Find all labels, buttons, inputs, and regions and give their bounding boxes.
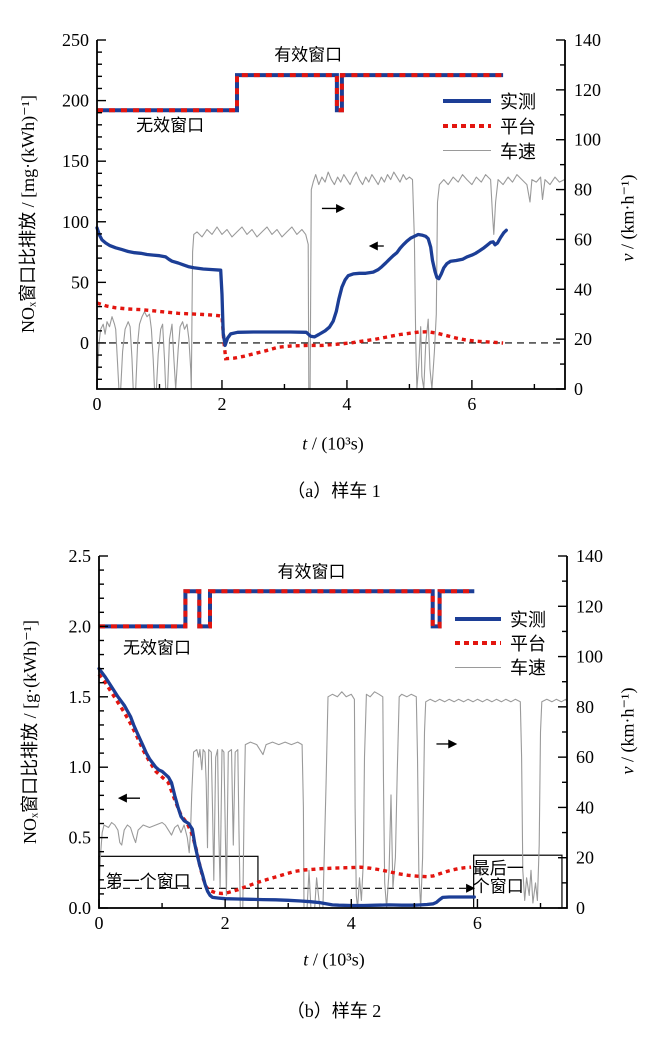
chart-a-y-right-tick-label: 140: [574, 30, 601, 50]
chart-a-y-left-tick-label: 0: [80, 333, 89, 353]
chart-b-right-arrowhead: [448, 739, 458, 749]
speed-line-swatch: [443, 150, 491, 151]
chart-a-y-right-tick-label: 120: [574, 80, 601, 100]
chart-a-right-axis-label-units: / (km·h⁻¹): [617, 174, 638, 254]
chart-a-caption: （a）样车 1: [287, 481, 381, 501]
chart-b-speed-line: [98, 691, 568, 909]
chart-a-x-tick-label: 4: [342, 394, 351, 414]
chart-a-y-right-tick-label: 40: [574, 279, 592, 299]
chart-b-y-axis-label: NOₓ窗口比排放 / [g·(kWh)⁻¹]: [16, 620, 42, 844]
chart-b-y-right-tick-label: 0: [576, 898, 585, 918]
chart-b-y-right-tick-label: 20: [576, 848, 594, 868]
chart-a-window-boundary-line-dashes: [97, 73, 504, 113]
chart-a-x-tick-label: 2: [217, 394, 226, 414]
chart-a-y-axis-label: NOₓ窗口比排放 / [mg·(kWh)⁻¹]: [14, 95, 40, 333]
platform-line-swatch: [455, 641, 501, 645]
chart-b-x-tick-label: 6: [473, 913, 482, 933]
chart-b-annotation-text: 有效窗口: [278, 562, 346, 581]
chart-a-legend: 实测 平台 车速: [443, 88, 536, 163]
chart-b-dashed-line-arrowhead: [466, 883, 476, 893]
chart-a-platform-line: [96, 301, 504, 361]
chart-a-x-axis-label-units: / (10³s): [307, 433, 364, 454]
chart-b-y-axis-label-text: NOₓ窗口比排放 / [g·(kWh)⁻¹]: [20, 619, 40, 845]
chart-b-y-right-tick-label: 40: [576, 797, 594, 817]
chart-a-right-arrowhead: [336, 203, 346, 213]
chart-b-x-tick-label: 0: [95, 913, 104, 933]
chart-b-x-axis-label-t: t: [303, 949, 309, 970]
legend-label-speed: 车速: [510, 658, 546, 678]
chart-a-y-right-tick-label: 0: [574, 379, 583, 399]
chart-a-y-left-tick-label: 150: [62, 151, 89, 171]
chart-a-x-axis-label-t: t: [302, 433, 308, 454]
chart-b-x-axis-label-units: / (10³s): [308, 949, 365, 970]
chart-b-right-axis-label: v / (km·h⁻¹): [618, 688, 639, 775]
chart-b-y-left-tick-label: 1.0: [69, 757, 92, 777]
chart-b-y-right-tick-label: 100: [576, 647, 603, 667]
legend-label-measured: 实测: [510, 610, 546, 630]
chart-b-annotation-text: 无效窗口: [123, 639, 191, 658]
chart-b-right-axis-label-v: v: [617, 766, 638, 775]
chart-b-y-left-tick-label: 2.5: [69, 546, 92, 566]
chart-a-y-right-tick-label: 20: [574, 329, 592, 349]
chart-b-x-tick-label: 2: [221, 913, 230, 933]
chart-a-measured-line: [95, 226, 508, 348]
legend-item-platform: 平台: [443, 113, 536, 138]
chart-b-y-right-tick-label: 60: [576, 747, 594, 767]
chart-b-y-left-tick-label: 1.5: [69, 687, 92, 707]
chart-a-right-axis-label-v: v: [617, 253, 638, 262]
chart-a-left-arrowhead: [368, 241, 378, 251]
chart-b-annotation-text: 最后一: [473, 859, 524, 878]
chart-b-window-boundary-line-base: [99, 589, 475, 629]
chart-b-right-axis-label-units: / (km·h⁻¹): [617, 687, 638, 767]
speed-line-swatch: [455, 666, 501, 668]
chart-a-x-axis-label: t / (10³s): [302, 434, 363, 455]
chart-b-y-left-tick-label: 0.5: [69, 828, 92, 848]
platform-line-swatch: [443, 123, 491, 128]
chart-b-legend: 实测 平台 车速: [455, 607, 546, 679]
chart-b-y-right-tick-label: 140: [576, 546, 603, 566]
chart-a-annotation-text: 有效窗口: [274, 46, 342, 65]
chart-a-annotation-text: 无效窗口: [136, 116, 204, 135]
chart-b-measured-line: [97, 666, 476, 908]
legend-item-speed: 车速: [455, 655, 546, 679]
chart-a-speed-line: [96, 171, 565, 390]
chart-a-right-axis-label: v / (km·h⁻¹): [618, 175, 639, 262]
chart-b-left-arrowhead: [117, 793, 127, 803]
chart-a-y-axis-label-text: NOₓ窗口比排放 / [mg·(kWh)⁻¹]: [18, 94, 38, 334]
chart-b-x-axis-label: t / (10³s): [303, 950, 364, 971]
legend-item-measured: 实测: [443, 88, 536, 113]
legend-item-speed: 车速: [443, 138, 536, 163]
chart-a-y-right-tick-label: 100: [574, 130, 601, 150]
chart-b-annotation-text: 第一个窗口: [106, 872, 191, 891]
legend-item-platform: 平台: [455, 631, 546, 655]
legend-label-platform: 平台: [510, 634, 546, 654]
chart-b-y-left-tick-label: 0.0: [69, 898, 92, 918]
chart-a-y-left-tick-label: 200: [62, 91, 89, 111]
chart-b-y-right-tick-label: 80: [576, 697, 594, 717]
chart-a-plot: 0 2 4 6050100150200250020406080100120140有效窗…: [62, 30, 601, 414]
chart-a-x-tick-label: 6: [467, 394, 476, 414]
legend-label-speed: 车速: [500, 141, 536, 162]
chart-b-x-tick-label: 4: [347, 913, 356, 933]
legend-label-platform: 平台: [500, 116, 536, 137]
measured-line-swatch: [455, 617, 501, 621]
legend-label-measured: 实测: [500, 91, 536, 112]
measured-line-swatch: [443, 98, 491, 103]
chart-a-y-left-tick-label: 250: [62, 30, 89, 50]
chart-a-y-right-tick-label: 60: [574, 229, 592, 249]
chart-a-y-right-tick-label: 80: [574, 180, 592, 200]
chart-a-y-left-tick-label: 50: [71, 272, 89, 292]
chart-b-annotation-text: 个窗口: [473, 877, 524, 896]
chart-a-x-tick-label: 0: [93, 394, 102, 414]
chart-b-plot: 0 2 4 6 0.0 0.5 1.0 1.5 2.0 2.5 0 20 40 60 80 100 120 140…: [69, 546, 604, 933]
chart-b-y-left-tick-label: 2.0: [69, 616, 92, 636]
legend-item-measured: 实测: [455, 607, 546, 631]
chart-a-y-left-tick-label: 100: [62, 212, 89, 232]
chart-b-y-right-tick-label: 120: [576, 596, 603, 616]
chart-b-window-boundary-line-dashes: [99, 589, 475, 629]
chart-b-platform-line: [97, 673, 472, 896]
chart-b-caption: （b）样车 2: [286, 1001, 382, 1021]
